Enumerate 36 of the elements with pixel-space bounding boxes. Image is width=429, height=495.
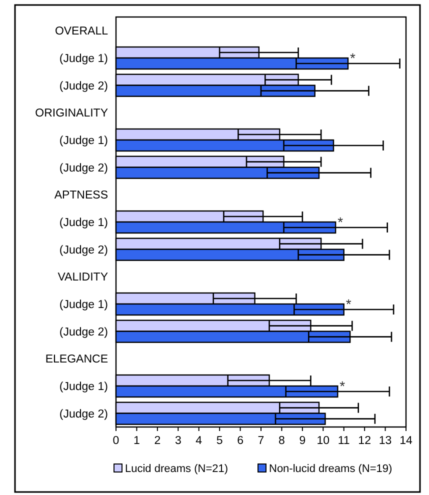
y-tick-label: (Judge 2)	[59, 326, 108, 338]
x-tick-label: 2	[154, 435, 161, 447]
y-tick-label: (Judge 2)	[59, 408, 108, 420]
legend-label: Lucid dreams (N=21)	[125, 463, 228, 475]
y-tick-label: (Judge 2)	[59, 244, 108, 256]
x-tick-label: 3	[174, 435, 182, 447]
y-tick-label: VALIDITY	[58, 272, 108, 284]
y-tick-label: ELEGANCE	[45, 354, 108, 366]
data-label: *	[338, 214, 344, 230]
x-tick-label: 13	[378, 435, 392, 447]
y-tick-label: (Judge 1)	[59, 381, 108, 394]
y-tick-label: (Judge 1)	[59, 299, 108, 312]
x-tick-label: 12	[358, 435, 371, 447]
y-tick-label: (Judge 1)	[59, 53, 108, 66]
x-tick-label: 1	[134, 435, 140, 447]
y-tick-label: (Judge 1)	[59, 217, 108, 230]
x-tick-label: 14	[400, 435, 413, 447]
x-tick-label: 6	[237, 435, 244, 447]
x-tick-label: 4	[196, 435, 203, 447]
y-tick-label: ORIGINALITY	[35, 108, 108, 120]
y-tick-label: APTNESS	[54, 190, 108, 202]
data-label: *	[350, 50, 356, 66]
y-tick-label: OVERALL	[54, 26, 109, 38]
data-label: *	[346, 296, 352, 312]
y-tick-label: (Judge 2)	[59, 80, 108, 92]
data-label: *	[340, 378, 346, 394]
x-tick-label: 10	[316, 435, 330, 447]
x-tick-label: 9	[299, 435, 306, 447]
y-tick-label: (Judge 1)	[59, 135, 108, 148]
x-tick-label: 0	[112, 435, 120, 447]
x-tick-label: 7	[258, 435, 264, 447]
y-tick-label: (Judge 2)	[59, 162, 108, 174]
x-tick-label: 8	[278, 435, 285, 447]
x-tick-label: 11	[338, 435, 350, 447]
legend-label: Non-lucid dreams (N=19)	[269, 463, 392, 475]
x-tick-label: 5	[216, 435, 223, 447]
